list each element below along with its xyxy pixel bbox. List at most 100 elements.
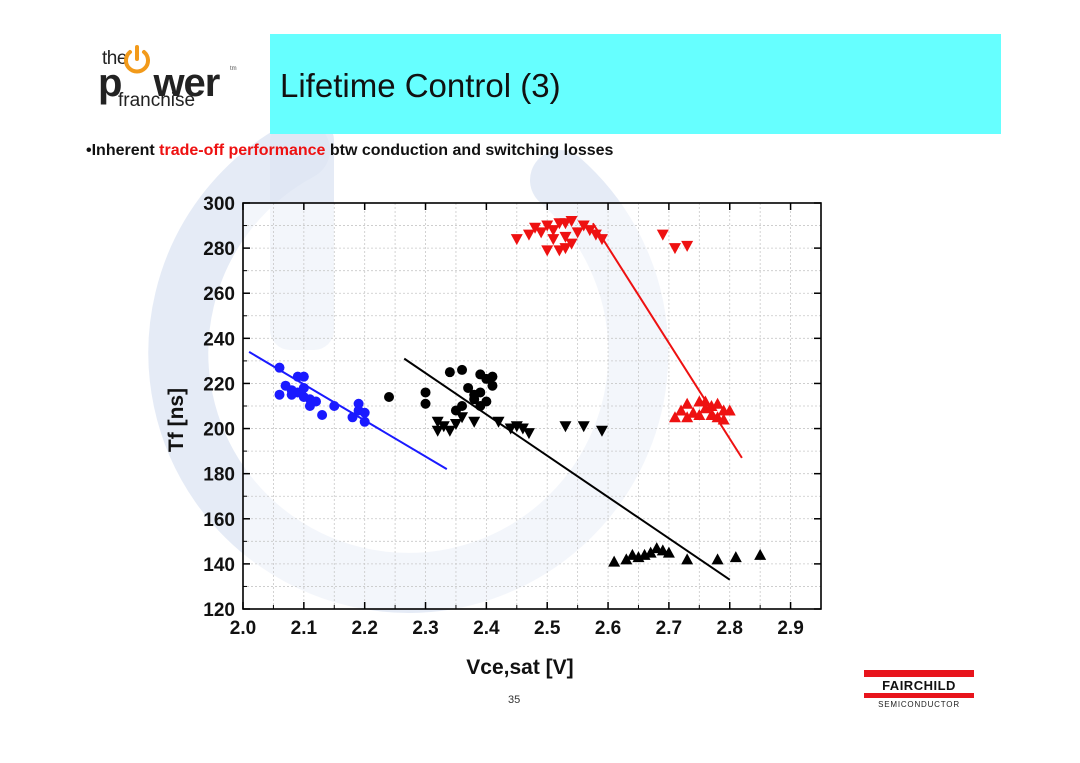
data-point [541, 245, 554, 257]
data-point [754, 548, 767, 560]
page-number: 35 [508, 694, 521, 706]
data-point [668, 411, 681, 423]
data-point [457, 401, 468, 411]
power-button-icon [121, 45, 153, 96]
y-tick-label: 180 [203, 465, 235, 486]
data-point [444, 367, 455, 378]
data-point [529, 222, 542, 234]
data-point [481, 396, 492, 407]
data-point [717, 413, 730, 425]
fairchild-subtitle: SEMICONDUCTOR [878, 700, 960, 709]
x-axis-label: Vce,sat [V] [466, 656, 573, 679]
data-point [541, 220, 554, 232]
x-tick-label: 2.5 [534, 618, 561, 639]
data-point [681, 411, 694, 423]
fairchild-bar-top [864, 670, 974, 677]
data-point [723, 404, 736, 416]
y-tick-label: 200 [203, 420, 235, 441]
data-point [662, 546, 675, 558]
data-point [298, 391, 309, 402]
data-point [693, 409, 706, 421]
data-point [286, 385, 297, 396]
data-point [274, 362, 285, 373]
data-point [595, 234, 608, 246]
logo-text-the: the [102, 48, 127, 69]
y-tick-label: 260 [203, 284, 235, 305]
x-tick-label: 2.0 [230, 618, 256, 639]
data-point [644, 546, 657, 558]
y-tick-label: 220 [203, 374, 235, 395]
data-point [668, 243, 681, 255]
slide-title: Lifetime Control (3) [280, 67, 561, 104]
data-point [353, 398, 364, 409]
data-point [469, 389, 480, 400]
data-point [468, 416, 481, 428]
x-tick-label: 2.7 [656, 618, 682, 639]
data-point [487, 371, 498, 382]
data-point [583, 225, 596, 237]
data-point [492, 416, 505, 428]
data-point [565, 216, 578, 228]
data-point [449, 419, 462, 431]
data-point [347, 412, 358, 423]
data-point [547, 225, 560, 237]
data-point [547, 234, 560, 246]
y-tick-label: 300 [203, 194, 235, 215]
data-point [359, 407, 370, 418]
data-point [675, 404, 688, 416]
data-point [431, 425, 444, 437]
bullet-suffix: btw conduction and switching losses [325, 142, 614, 159]
data-point [487, 380, 498, 391]
power-franchise-logo: the p wer tm franchise [98, 45, 248, 116]
data-point [329, 401, 340, 411]
fairchild-name: FAIRCHILD [882, 678, 956, 693]
fairchild-bar-bottom [864, 693, 974, 698]
logo-text-franchise: franchise [118, 90, 196, 111]
data-point [317, 410, 328, 421]
y-axis-label: Tf [ns] [165, 388, 188, 452]
bullet-text: •Inherent trade-off performance btw cond… [86, 142, 613, 160]
data-point [559, 421, 572, 433]
data-point [510, 234, 523, 246]
x-tick-label: 2.1 [291, 618, 318, 639]
x-tick-label: 2.9 [777, 618, 803, 639]
data-point [656, 229, 669, 241]
bullet-highlight: trade-off performance [159, 142, 326, 159]
x-tick-label: 2.4 [473, 618, 500, 639]
data-point [274, 389, 285, 400]
data-point [559, 243, 572, 255]
data-point [298, 382, 309, 393]
data-point [571, 227, 584, 239]
data-point [699, 395, 712, 407]
data-point [577, 421, 590, 433]
bullet-prefix: •Inherent [86, 142, 160, 159]
data-point [420, 398, 431, 409]
data-point [384, 391, 395, 402]
data-point [535, 227, 548, 239]
fairchild-logo: FAIRCHILD SEMICONDUCTOR [864, 670, 974, 710]
data-point [516, 423, 529, 435]
data-point [292, 371, 303, 382]
data-point [729, 551, 742, 563]
data-point [565, 238, 578, 250]
data-point [589, 229, 602, 241]
data-point [437, 421, 450, 433]
data-point [681, 553, 694, 565]
data-point [711, 553, 724, 565]
data-point [443, 425, 456, 437]
y-tick-label: 280 [203, 239, 235, 260]
data-point [681, 397, 694, 409]
logo-trademark: tm [230, 66, 237, 72]
y-tick-label: 140 [203, 555, 235, 576]
x-tick-label: 2.3 [412, 618, 438, 639]
data-point [522, 229, 535, 241]
data-point [359, 416, 370, 427]
data-point [522, 428, 535, 440]
data-point [705, 400, 718, 411]
title-bar: Lifetime Control (3) [270, 34, 1001, 134]
data-point [608, 555, 621, 567]
data-point [559, 231, 572, 243]
x-tick-label: 2.8 [717, 618, 743, 639]
data-point [463, 382, 474, 393]
